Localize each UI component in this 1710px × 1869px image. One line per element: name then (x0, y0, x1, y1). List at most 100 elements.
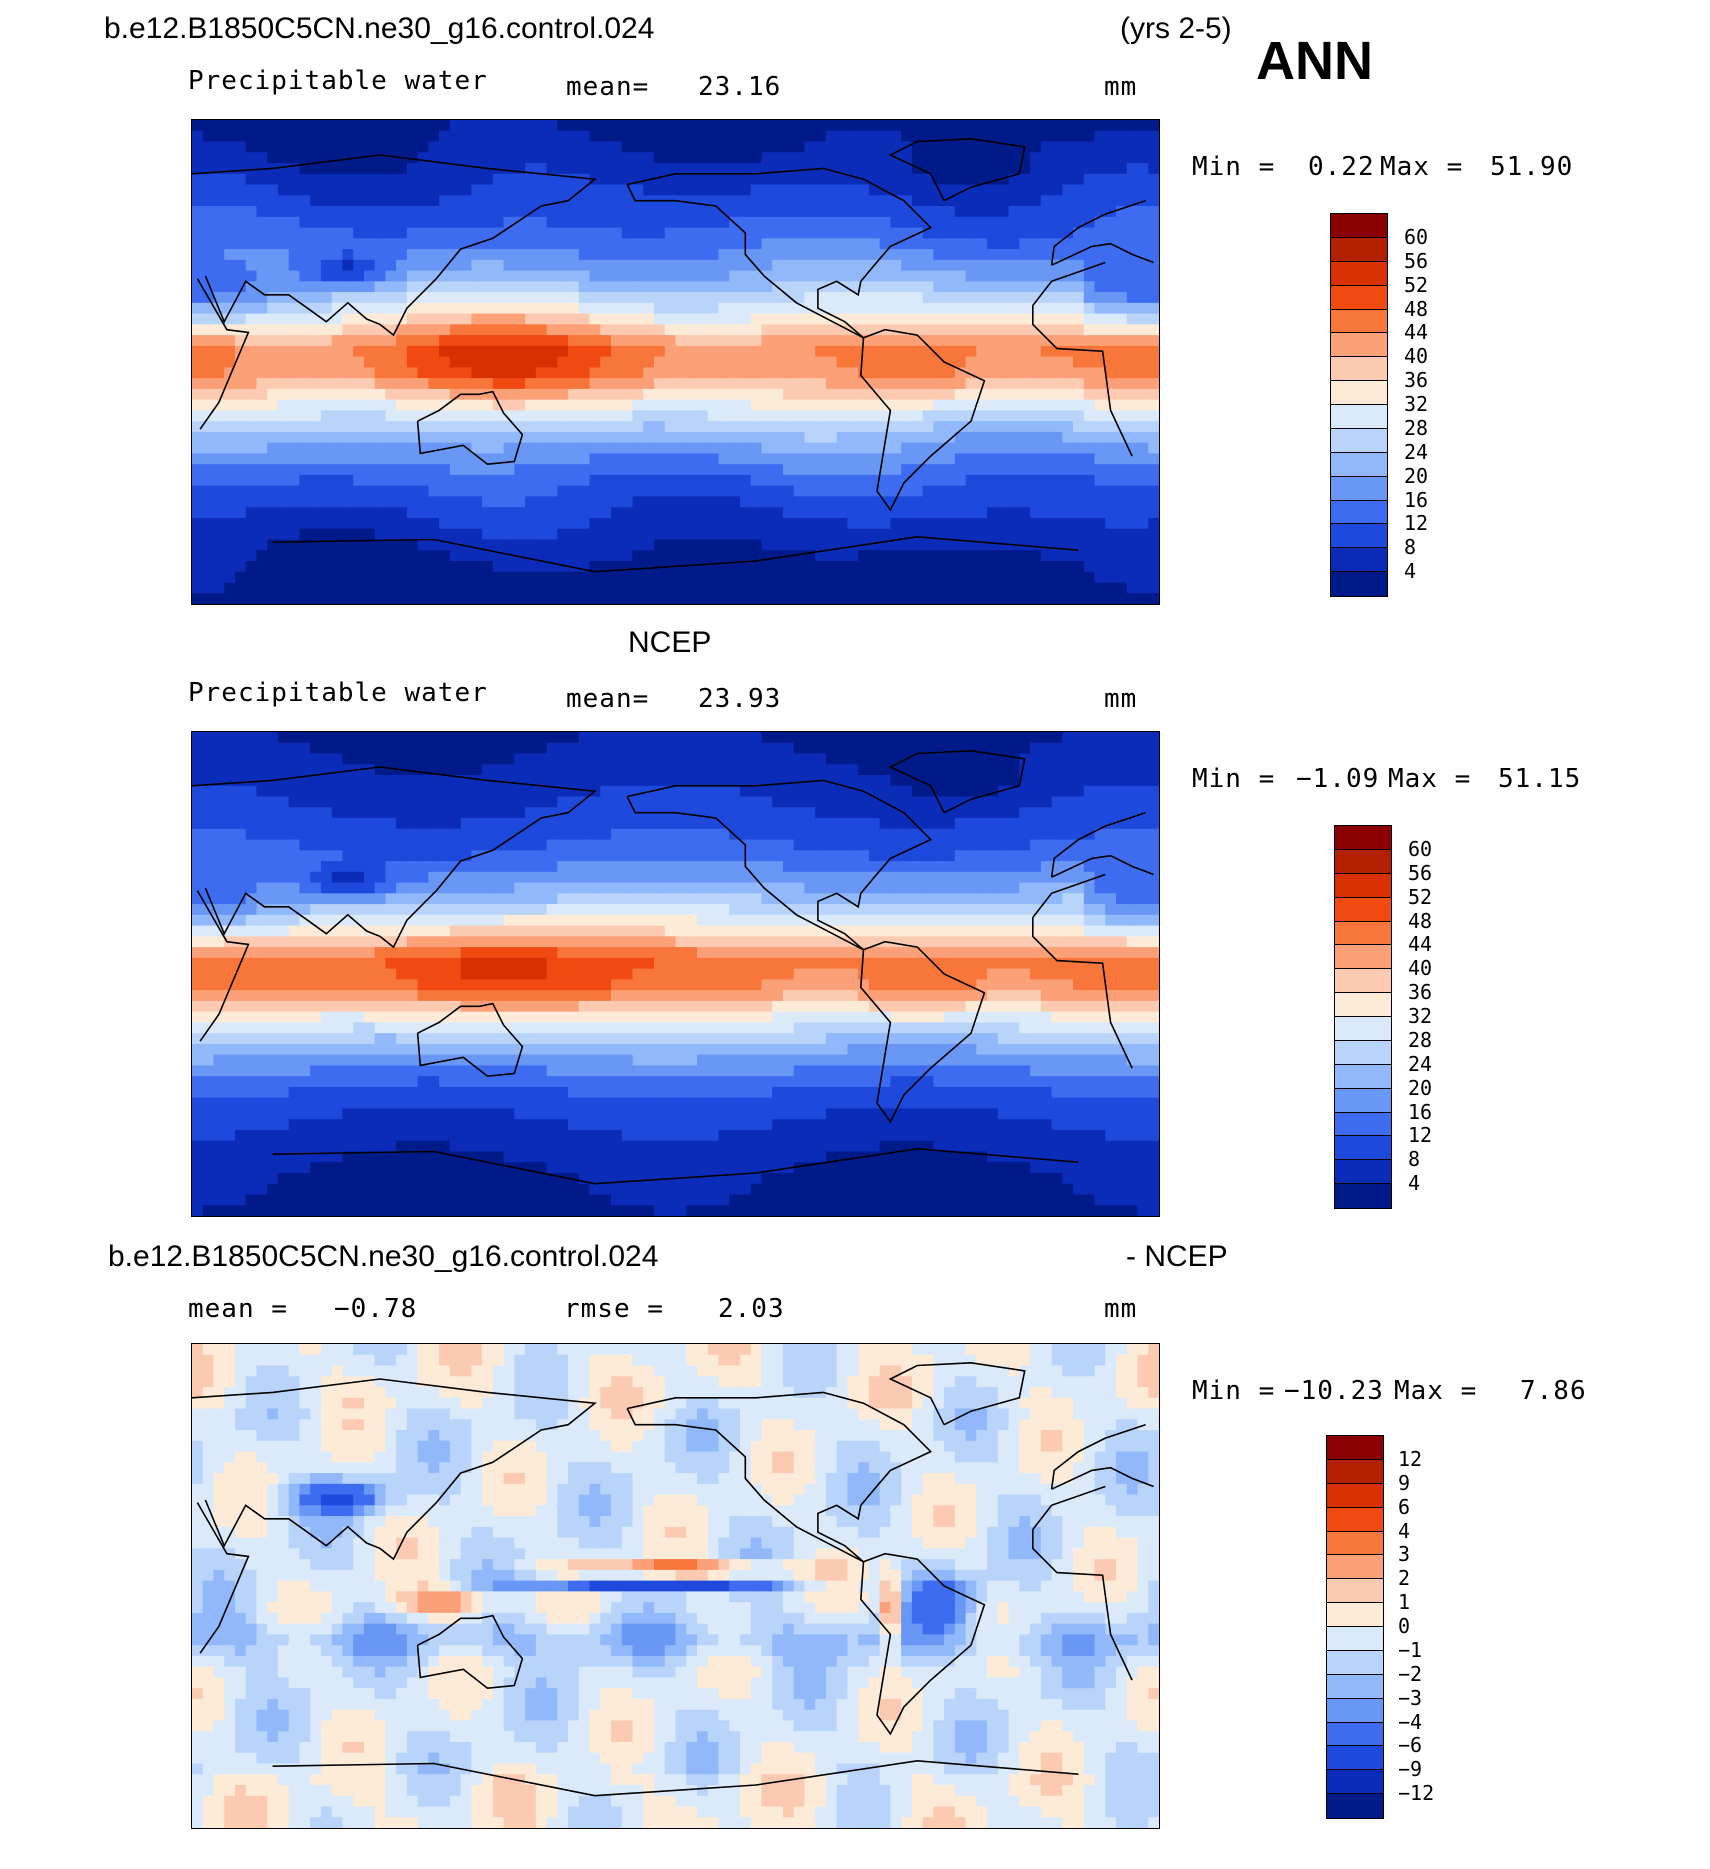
colorbar-swatch (1331, 261, 1387, 286)
map-model (191, 119, 1160, 605)
panel2-variable: Precipitable water (188, 678, 488, 708)
colorbar-tick-label: 8 (1404, 535, 1417, 560)
colorbar-tick-label: 32 (1408, 1004, 1433, 1028)
colorbar-swatch (1335, 1112, 1391, 1137)
colorbar-tick-label: 32 (1404, 392, 1429, 416)
years-label: (yrs 2-5) (1120, 12, 1232, 45)
panel3-rmse-value: 2.03 (718, 1294, 785, 1324)
colorbar-swatch (1331, 381, 1387, 405)
colorbar-tick-label: −4 (1398, 1709, 1423, 1734)
colorbar-swatch (1327, 1698, 1383, 1723)
map-ncep-field (192, 732, 1159, 1216)
map-ncep (191, 731, 1160, 1217)
colorbar-swatch (1327, 1627, 1383, 1651)
panel3-title-left: b.e12.B1850C5CN.ne30_g16.control.024 (108, 1240, 659, 1273)
colorbar-tick-label: 12 (1408, 1123, 1433, 1148)
panel3-min-label: Min = (1192, 1376, 1276, 1406)
colorbar-swatch (1331, 428, 1387, 453)
colorbar-swatch (1327, 1555, 1383, 1580)
panel2-max-label: Max = (1388, 764, 1472, 794)
colorbar-swatch (1335, 1160, 1391, 1185)
colorbar-ncep (1334, 825, 1392, 1209)
colorbar-tick-label: 12 (1404, 511, 1429, 536)
colorbar-tick-label: 44 (1404, 320, 1429, 345)
colorbar-tick-label: 52 (1404, 272, 1429, 297)
colorbar-swatch (1327, 1770, 1383, 1795)
colorbar-swatch (1335, 1040, 1391, 1065)
colorbar-swatch (1327, 1459, 1383, 1484)
season-label: ANN (1256, 31, 1373, 91)
colorbar-tick-label: 2 (1398, 1566, 1411, 1591)
panel2-min-value: −1.09 (1296, 764, 1380, 794)
map-difference-field (192, 1344, 1159, 1828)
map-model-field (192, 120, 1159, 604)
colorbar-tick-label: 24 (1408, 1051, 1433, 1076)
colorbar-tick-label: 24 (1404, 439, 1429, 464)
panel2-units: mm (1104, 684, 1138, 714)
colorbar-tick-label: 60 (1404, 224, 1429, 249)
colorbar-swatch (1331, 309, 1387, 334)
colorbar-swatch (1327, 1483, 1383, 1508)
colorbar-tick-label: −6 (1398, 1733, 1423, 1758)
panel2-mean-value: 23.93 (698, 684, 782, 714)
colorbar-tick-label: 9 (1398, 1470, 1411, 1495)
panel3-max-value: 7.86 (1520, 1376, 1587, 1406)
colorbar-tick-label: 36 (1408, 980, 1433, 1005)
colorbar-tick-label: 20 (1404, 463, 1429, 488)
panel3-mean-label: mean = (188, 1294, 288, 1324)
colorbar-swatch (1331, 333, 1387, 358)
colorbar-swatch (1335, 1064, 1391, 1089)
colorbar-swatch (1327, 1531, 1383, 1556)
colorbar-tick-label: 56 (1408, 860, 1433, 885)
colorbar-swatch (1331, 285, 1387, 310)
colorbar-tick-label: −12 (1398, 1781, 1435, 1806)
colorbar-tick-label: 40 (1404, 344, 1429, 369)
colorbar-swatch (1335, 1136, 1391, 1161)
colorbar-swatch (1335, 993, 1391, 1017)
colorbar-tick-label: −1 (1398, 1637, 1423, 1662)
colorbar-swatch (1327, 1746, 1383, 1771)
colorbar-swatch (1327, 1722, 1383, 1747)
colorbar-swatch (1331, 572, 1387, 596)
colorbar-tick-label: 28 (1404, 415, 1429, 440)
panel2-min-label: Min = (1192, 764, 1276, 794)
colorbar-model (1330, 213, 1388, 597)
colorbar-swatch (1327, 1507, 1383, 1532)
colorbar-tick-label: −9 (1398, 1757, 1423, 1782)
colorbar-tick-label: 12 (1398, 1446, 1423, 1471)
colorbar-tick-label: 16 (1408, 1099, 1433, 1124)
panel2-mean-label: mean= (566, 684, 650, 714)
colorbar-swatch (1331, 452, 1387, 477)
panel3-min-value: −10.23 (1284, 1376, 1384, 1406)
panel1-units: mm (1104, 72, 1138, 102)
colorbar-tick-label: 1 (1398, 1590, 1411, 1615)
colorbar-swatch (1335, 826, 1391, 850)
colorbar-tick-label: −3 (1398, 1685, 1423, 1710)
colorbar-swatch (1335, 849, 1391, 874)
panel3-max-label: Max = (1394, 1376, 1478, 1406)
colorbar-tick-label: 4 (1404, 559, 1417, 584)
panel1-max-label: Max = (1380, 152, 1464, 182)
colorbar-swatch (1327, 1436, 1383, 1460)
colorbar-tick-label: −2 (1398, 1661, 1423, 1686)
colorbar-tick-label: 44 (1408, 932, 1433, 957)
panel2-title: NCEP (628, 626, 712, 659)
colorbar-difference-labels: 12 9 6 4 3 2 1 0 −1 −2 −3 −4 −6 −9 −12 (1398, 1435, 1468, 1817)
colorbar-tick-label: 4 (1408, 1171, 1421, 1196)
colorbar-swatch (1335, 945, 1391, 970)
colorbar-swatch (1335, 1184, 1391, 1208)
panel1-min-label: Min = (1192, 152, 1276, 182)
panel1-min-value: 0.22 (1308, 152, 1375, 182)
colorbar-swatch (1335, 1088, 1391, 1113)
colorbar-tick-label: 28 (1408, 1027, 1433, 1052)
map-difference (191, 1343, 1160, 1829)
colorbar-swatch (1327, 1794, 1383, 1818)
colorbar-swatch (1331, 214, 1387, 238)
panel3-title-right: - NCEP (1126, 1240, 1228, 1273)
colorbar-tick-label: 6 (1398, 1494, 1411, 1519)
colorbar-tick-label: 56 (1404, 248, 1429, 273)
panel1-mean-label: mean= (566, 72, 650, 102)
colorbar-swatch (1331, 237, 1387, 262)
colorbar-tick-label: 3 (1398, 1542, 1411, 1567)
panel3-units: mm (1104, 1294, 1138, 1324)
